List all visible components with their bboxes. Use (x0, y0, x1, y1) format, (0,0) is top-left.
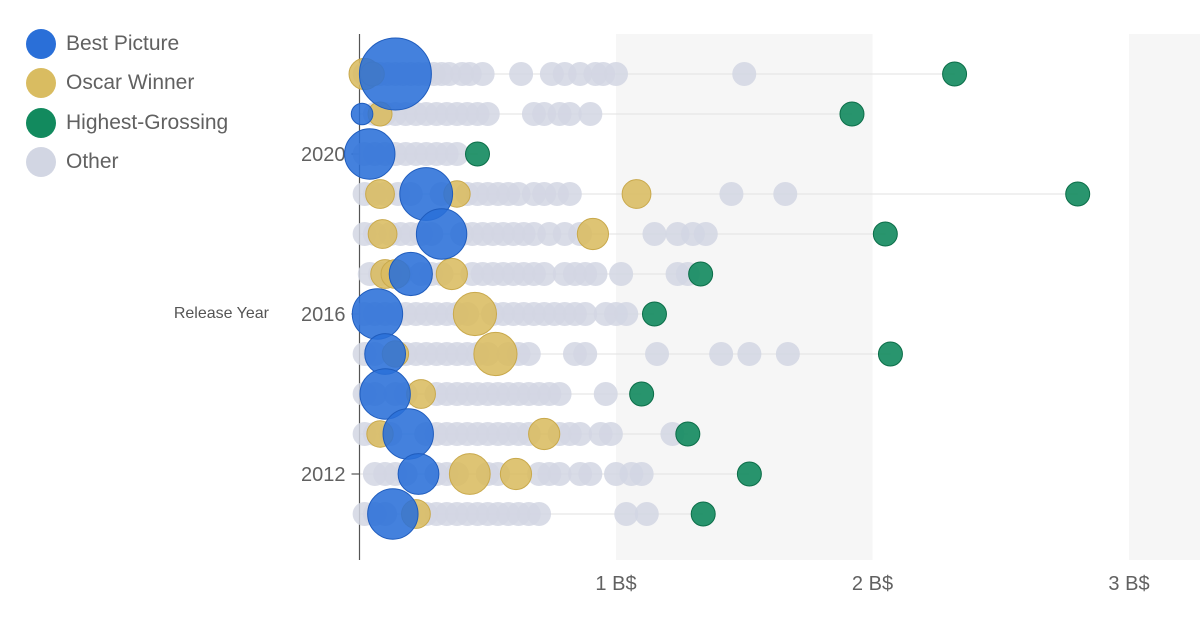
point-best-picture (350, 102, 374, 126)
y-axis-ticks: 2020 2016 2012 (301, 144, 360, 486)
point-best-picture (382, 408, 434, 460)
legend: Best Picture Oscar Winner Highest-Grossi… (26, 24, 228, 182)
legend-label: Other (66, 150, 119, 174)
point-highest-grossing (839, 101, 865, 127)
data-points (344, 37, 1091, 540)
legend-label: Oscar Winner (66, 71, 195, 95)
point-other (629, 462, 654, 486)
point-highest-grossing (690, 501, 716, 527)
point-oscar-winner (452, 291, 498, 337)
point-other (475, 102, 500, 126)
point-best-picture (344, 128, 396, 180)
point-best-picture (358, 37, 432, 111)
point-other (578, 102, 603, 126)
legend-label: Highest-Grossing (66, 110, 229, 134)
point-other (737, 342, 762, 366)
point-other (634, 502, 659, 526)
legend-item-best-picture[interactable]: Best Picture (26, 24, 228, 64)
shaded-bands (616, 34, 1200, 560)
point-other (614, 502, 639, 526)
point-other (557, 102, 582, 126)
point-other (532, 262, 557, 286)
legend-swatch-other (26, 147, 56, 178)
point-other (773, 182, 798, 206)
point-best-picture (351, 288, 404, 340)
point-other (645, 342, 670, 366)
point-highest-grossing (877, 341, 903, 367)
point-highest-grossing (629, 381, 655, 407)
point-oscar-winner (448, 453, 491, 495)
point-highest-grossing (464, 141, 490, 167)
point-other (593, 382, 618, 406)
point-highest-grossing (736, 461, 762, 487)
point-other (557, 182, 582, 206)
point-other (527, 502, 552, 526)
legend-item-other[interactable]: Other (26, 143, 228, 183)
y-tick-label: 2020 (301, 144, 346, 166)
point-oscar-winner (528, 417, 561, 451)
point-oscar-winner (365, 179, 395, 209)
point-best-picture (397, 453, 440, 495)
point-other (732, 62, 757, 86)
point-other (573, 302, 598, 326)
point-other (583, 262, 608, 286)
point-other (547, 382, 572, 406)
x-tick-label: 1 B$ (595, 573, 636, 595)
point-other (568, 422, 593, 446)
legend-item-highest-grossing[interactable]: Highest-Grossing (26, 103, 228, 143)
point-oscar-winner (576, 217, 610, 251)
legend-swatch-best-picture (26, 28, 56, 59)
point-oscar-winner (473, 331, 518, 377)
y-tick-label: 2012 (301, 464, 346, 486)
legend-label: Best Picture (66, 31, 180, 55)
point-other (509, 62, 534, 86)
point-highest-grossing (872, 221, 898, 247)
point-other (547, 462, 572, 486)
point-highest-grossing (688, 261, 714, 287)
point-best-picture (359, 368, 411, 420)
point-other (709, 342, 734, 366)
shaded-band (1129, 34, 1200, 560)
point-other (604, 62, 628, 86)
point-other (578, 462, 603, 486)
point-other (516, 342, 541, 366)
point-oscar-winner (406, 379, 436, 409)
point-other (444, 142, 469, 166)
point-other (598, 422, 623, 446)
point-oscar-winner (621, 179, 652, 209)
point-other (573, 342, 598, 366)
point-oscar-winner (499, 457, 533, 491)
x-tick-label: 3 B$ (1108, 573, 1149, 595)
point-oscar-winner (367, 219, 398, 249)
point-best-picture (415, 208, 468, 260)
point-other (642, 222, 667, 246)
x-tick-label: 2 B$ (852, 573, 893, 595)
point-highest-grossing (1065, 181, 1091, 207)
point-other (470, 62, 495, 86)
y-tick-label: 2016 (301, 304, 346, 326)
point-best-picture (367, 488, 419, 540)
legend-swatch-oscar-winner (26, 68, 56, 99)
legend-item-oscar-winner[interactable]: Oscar Winner (26, 64, 228, 104)
point-best-picture (388, 251, 433, 297)
point-other (693, 222, 718, 246)
point-other (614, 302, 639, 326)
point-highest-grossing (942, 61, 968, 87)
legend-swatch-highest-grossing (26, 107, 56, 138)
point-other (775, 342, 800, 366)
point-highest-grossing (675, 421, 701, 447)
point-other (719, 182, 744, 206)
point-other (609, 262, 634, 286)
y-axis-label: Release Year (174, 305, 270, 322)
x-axis-ticks: 1 B$ 2 B$ 3 B$ (595, 573, 1149, 595)
point-oscar-winner (435, 257, 468, 291)
point-best-picture (364, 333, 407, 375)
point-highest-grossing (641, 301, 667, 327)
